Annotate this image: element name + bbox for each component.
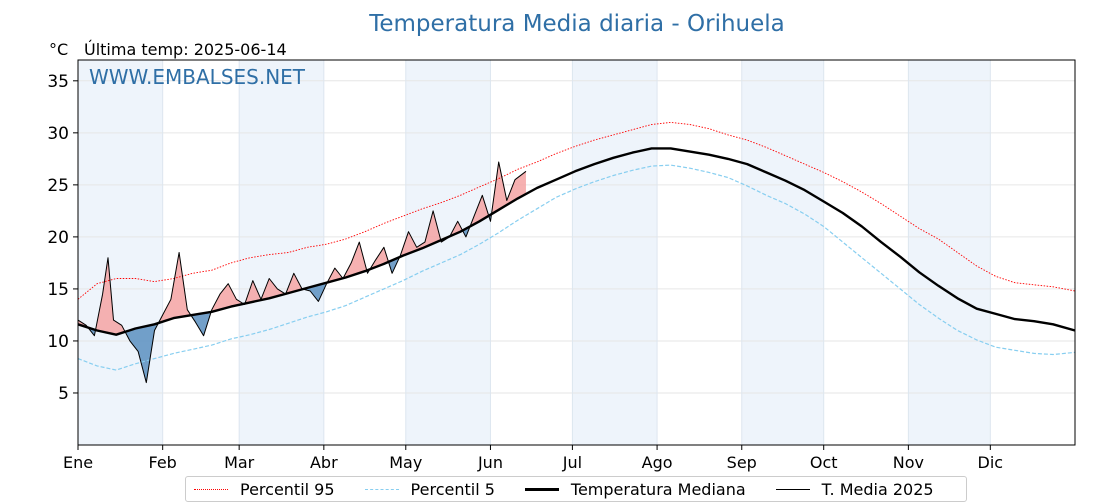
y-tick-label: 15	[47, 280, 69, 300]
x-tick-label: Oct	[810, 453, 838, 472]
x-tick-label: Dic	[978, 453, 1004, 472]
x-tick-label: May	[389, 453, 422, 472]
month-band	[406, 60, 491, 445]
y-tick-label: 10	[47, 332, 69, 352]
month-band	[78, 60, 163, 445]
y-unit-label: °C	[49, 40, 68, 59]
x-tick-label: Feb	[149, 453, 177, 472]
y-axis-ticks: 5 10 15 20 25 30 35	[47, 72, 78, 404]
y-tick-label: 25	[47, 176, 69, 196]
legend-swatch-median	[525, 488, 559, 491]
legend-item-p5: Percentil 5	[365, 480, 495, 499]
x-tick-label: Jul	[562, 453, 582, 472]
y-tick-label: 35	[47, 72, 69, 92]
last-temp-label: Última temp: 2025-06-14	[84, 40, 287, 59]
month-band	[572, 60, 657, 445]
legend-label-year: T. Media 2025	[822, 480, 934, 499]
x-tick-label: Ene	[63, 453, 93, 472]
y-tick-label: 5	[58, 384, 69, 404]
x-tick-label: Jun	[477, 453, 503, 472]
watermark: WWW.EMBALSES.NET	[89, 65, 306, 89]
x-tick-label: Nov	[893, 453, 924, 472]
x-axis-ticks: Ene Feb Mar Abr May Jun Jul Ago Sep Oct Nov Dic	[63, 445, 1003, 472]
legend-item-median: Temperatura Mediana	[525, 480, 746, 499]
legend-swatch-p5	[365, 489, 399, 490]
fill-above-median	[492, 162, 526, 214]
y-tick-label: 30	[47, 124, 69, 144]
legend-label-p5: Percentil 5	[411, 480, 495, 499]
month-band	[239, 60, 324, 445]
x-tick-label: Mar	[224, 453, 255, 472]
legend-item-p95: Percentil 95	[194, 480, 335, 499]
legend-swatch-year	[776, 489, 810, 490]
legend-label-median: Temperatura Mediana	[571, 480, 746, 499]
x-tick-label: Ago	[642, 453, 673, 472]
month-band	[742, 60, 824, 445]
month-band	[908, 60, 990, 445]
x-tick-label: Abr	[310, 453, 338, 472]
y-tick-label: 20	[47, 228, 69, 248]
legend: Percentil 95 Percentil 5 Temperatura Med…	[185, 476, 967, 502]
chart-title: Temperatura Media diaria - Orihuela	[368, 11, 785, 37]
month-bands	[78, 60, 990, 445]
legend-item-year: T. Media 2025	[776, 480, 934, 499]
legend-label-p95: Percentil 95	[240, 480, 335, 499]
x-tick-label: Sep	[727, 453, 757, 472]
legend-swatch-p95	[194, 489, 228, 490]
